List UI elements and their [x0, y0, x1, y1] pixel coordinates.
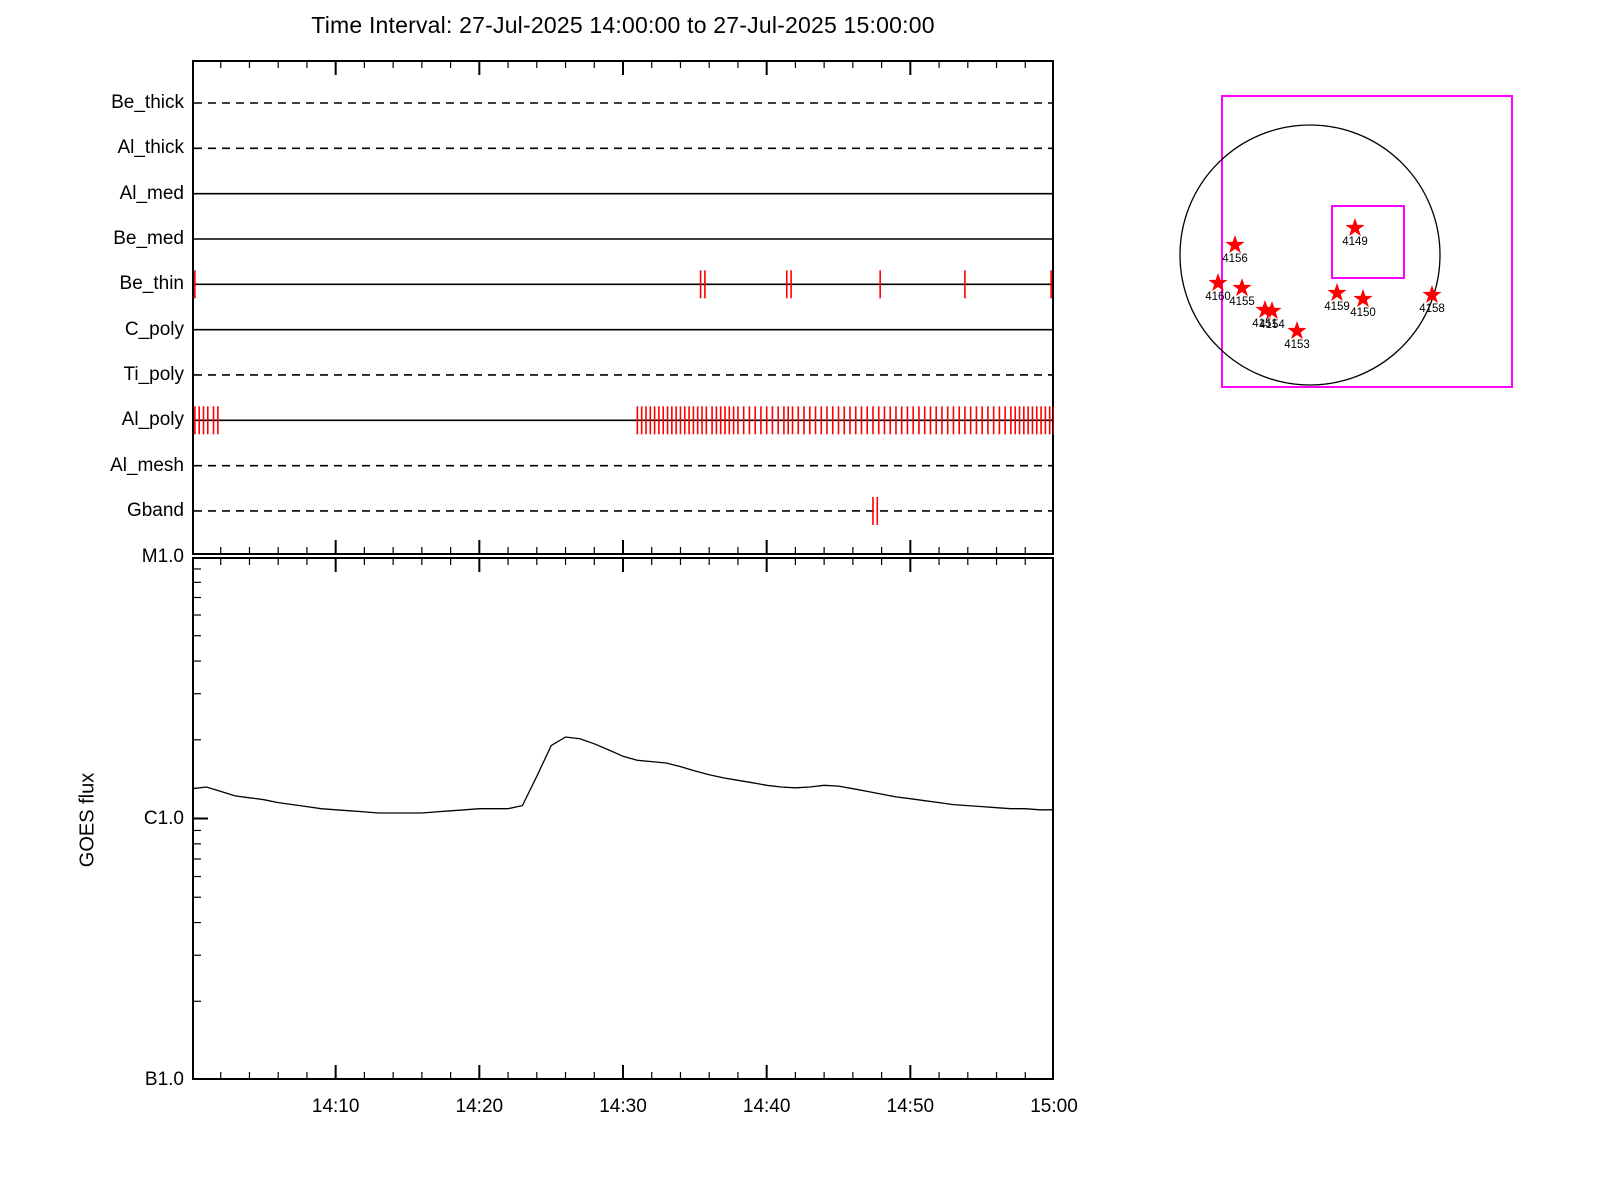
active-region-label-4151: 4151 — [1252, 318, 1278, 330]
active-region-label-4154: 4154 — [1259, 319, 1285, 331]
goes-flux-plot — [192, 557, 1054, 1080]
inner-fov-rect — [1331, 205, 1405, 279]
time-xtick-14:50: 14:50 — [886, 1096, 935, 1117]
plot-title: Time Interval: 27-Jul-2025 14:00:00 to 2… — [311, 12, 935, 38]
time-xtick-14:40: 14:40 — [742, 1096, 791, 1117]
goes-frame — [192, 557, 1054, 1080]
filter-row-label-Al_thick: Al_thick — [117, 137, 184, 159]
time-xtick-14:30: 14:30 — [599, 1096, 647, 1117]
filter-row-label-Be_thick: Be_thick — [111, 92, 184, 113]
goes-flux-curve — [192, 736, 1054, 814]
active-region-label-4156: 4156 — [1222, 253, 1248, 265]
outer-fov-rect — [1221, 95, 1513, 388]
timeline-frame — [192, 60, 1054, 555]
active-region-star-4149 — [1345, 217, 1365, 237]
active-region-star-4153 — [1287, 320, 1307, 340]
filter-row-label-Ti_poly: Ti_poly — [123, 363, 184, 385]
filter-row-label-Be_med: Be_med — [113, 227, 184, 249]
active-region-star-4156 — [1225, 234, 1245, 254]
active-region-label-4159: 4159 — [1324, 301, 1350, 313]
active-region-star-4159 — [1327, 282, 1347, 302]
goes-ytick-M1.0: M1.0 — [141, 546, 184, 567]
solar-map: 4149 4156 4160 4155 4151 4154 4159 4150 4153 4158 — [1165, 85, 1525, 405]
active-region-label-4153: 4153 — [1284, 339, 1310, 351]
filter-row-label-Al_mesh: Al_mesh — [110, 454, 184, 476]
active-region-label-4158: 4158 — [1419, 303, 1445, 315]
goes-ytick-C1.0: C1.0 — [143, 807, 184, 829]
filter-row-label-Be_thin: Be_thin — [119, 273, 184, 295]
filter-row-label-Al_med: Al_med — [119, 182, 184, 204]
active-region-star-4155 — [1232, 277, 1252, 297]
active-region-star-4150 — [1353, 288, 1373, 308]
goes-flux-axis-label: GOES flux — [76, 772, 99, 868]
active-region-label-4155: 4155 — [1229, 296, 1255, 308]
filter-timeline-panel — [192, 60, 1054, 555]
filter-row-label-C_poly: C_poly — [124, 318, 184, 340]
time-xtick-15:00: 15:00 — [1030, 1096, 1078, 1117]
time-xtick-14:20: 14:20 — [455, 1096, 504, 1117]
time-xtick-14:10: 14:10 — [311, 1096, 360, 1117]
filter-row-label-Gband: Gband — [126, 499, 184, 521]
solar-limb-circle — [1179, 124, 1441, 386]
active-region-star-4160 — [1208, 272, 1228, 292]
active-region-label-4150: 4150 — [1350, 307, 1376, 319]
active-region-star-4158 — [1422, 284, 1442, 304]
goes-flux-panel — [192, 557, 1054, 1080]
goes-ytick-B1.0: B1.0 — [144, 1069, 184, 1090]
filter-row-label-Al_poly: Al_poly — [121, 409, 184, 431]
filter-timeline-plot — [192, 60, 1054, 555]
active-region-label-4149: 4149 — [1342, 236, 1368, 248]
active-region-label-4160: 4160 — [1205, 291, 1231, 303]
active-region-star-4154 — [1262, 300, 1282, 320]
